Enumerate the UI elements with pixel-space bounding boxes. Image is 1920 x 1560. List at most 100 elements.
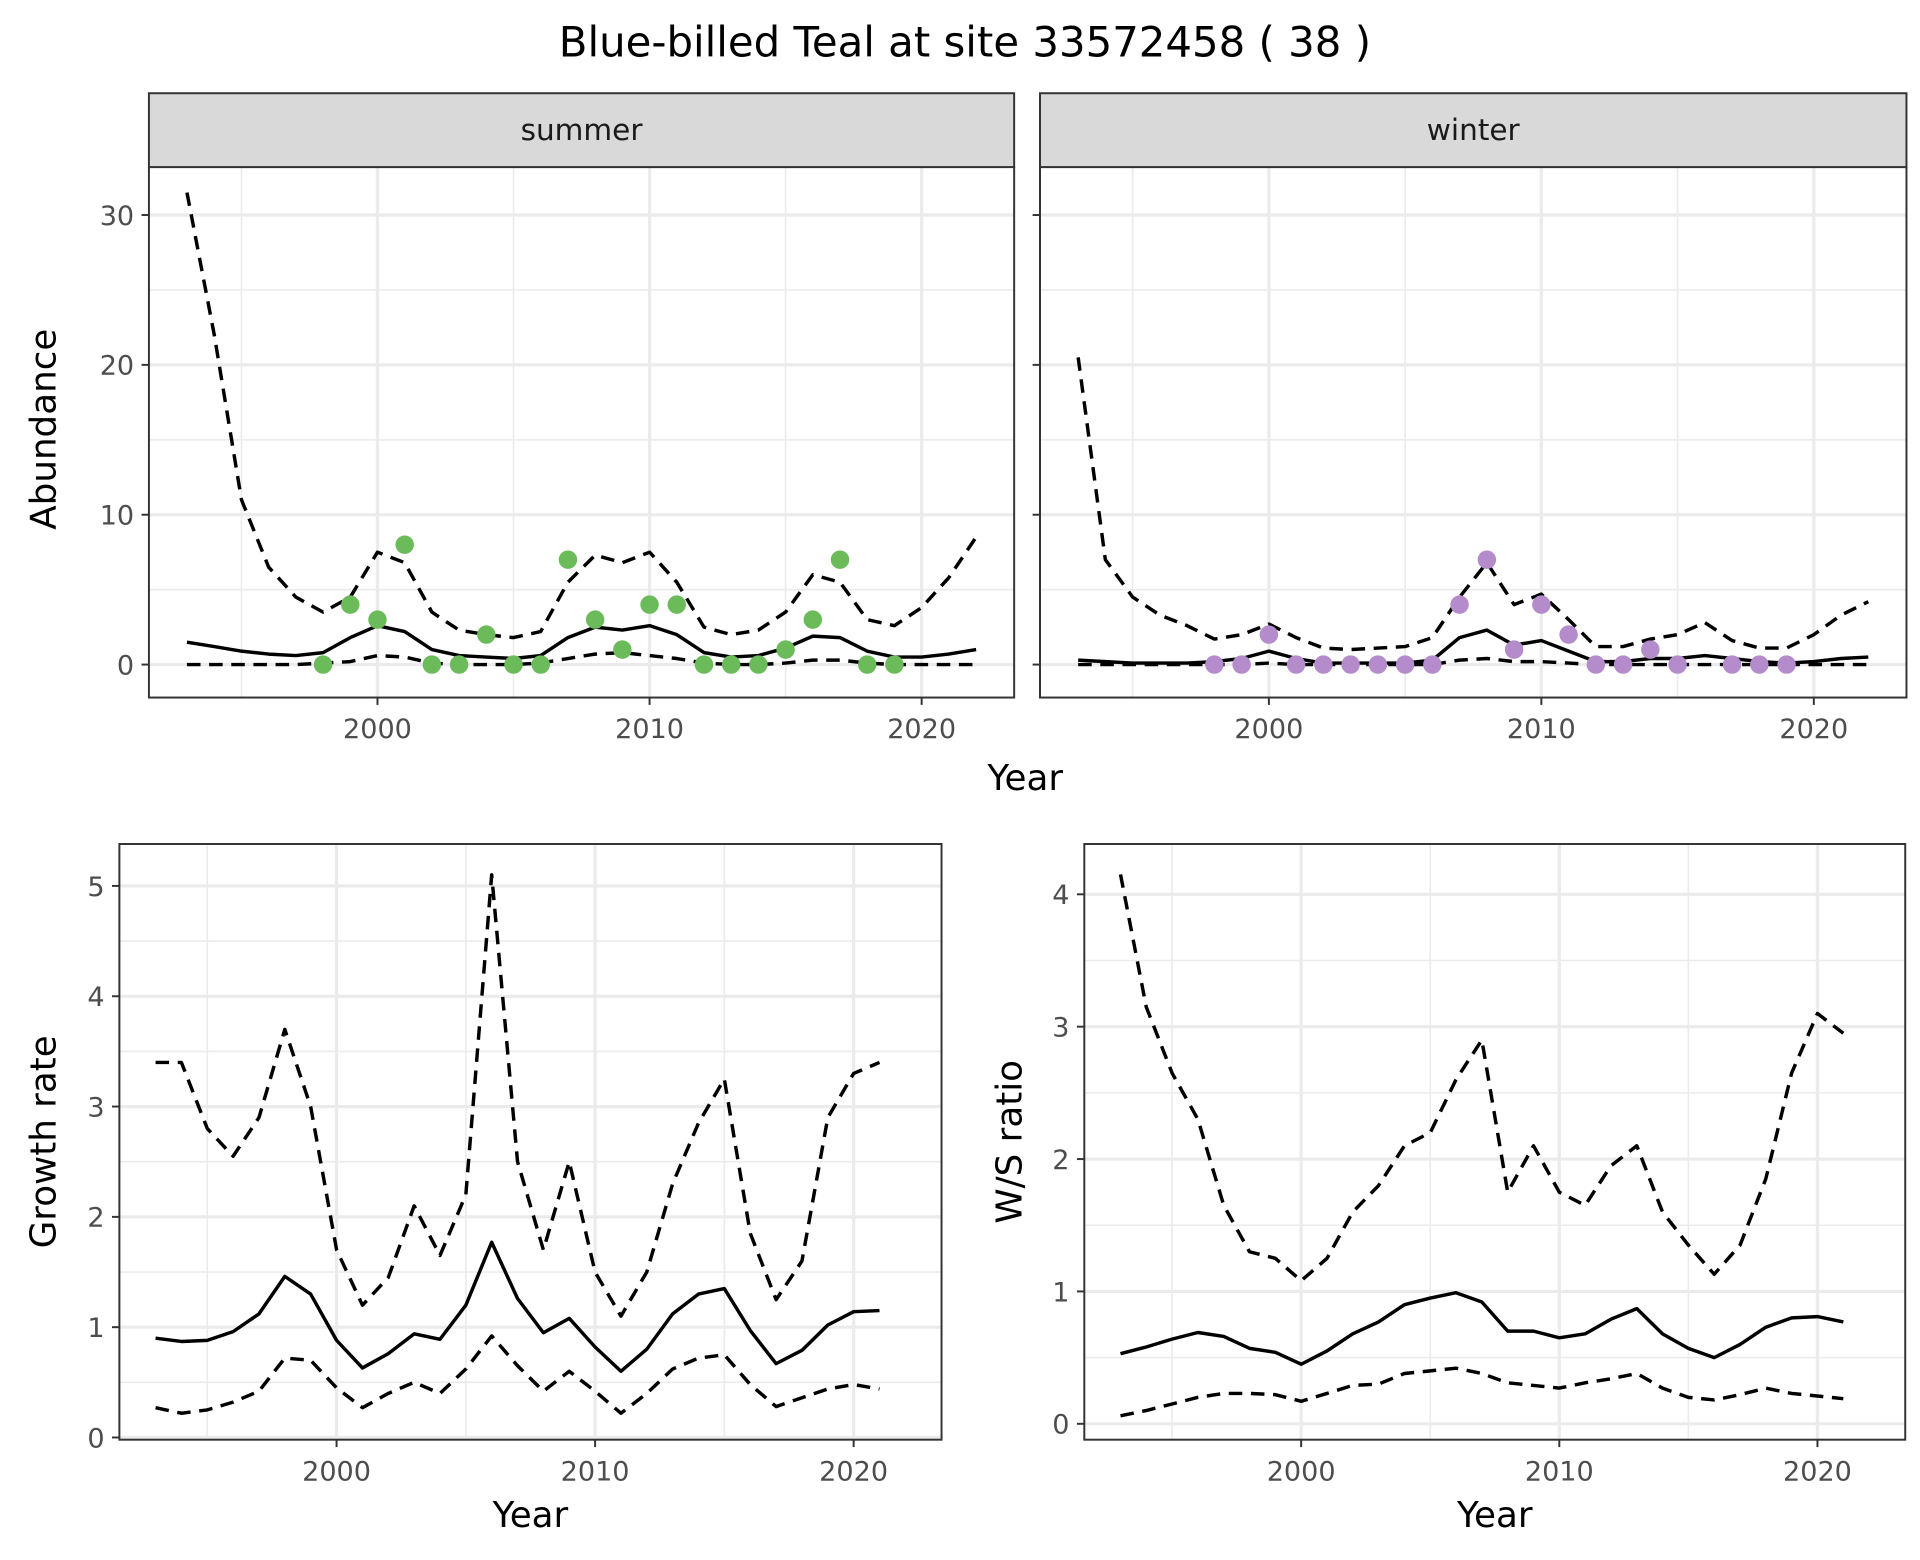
- observation-point: [558, 550, 578, 569]
- observation-point: [1314, 655, 1333, 674]
- observation-point: [1504, 640, 1524, 659]
- estimate-line: [186, 623, 977, 661]
- panel-growth-rate: 2000 2010 2020 0 1 2 3 4 5 Year Growth rate: [23, 843, 943, 1536]
- y-tick-label: 0: [1052, 1410, 1069, 1441]
- observation-point: [1286, 655, 1306, 674]
- observation-point: [830, 550, 850, 569]
- observation-point: [640, 595, 659, 614]
- observation-point: [1450, 595, 1469, 614]
- y-tick-label: 4: [87, 982, 104, 1013]
- plot-background: [1040, 167, 1907, 698]
- upper-bound-line: [1076, 357, 1870, 652]
- plot-background: [119, 844, 942, 1440]
- observation-point: [776, 640, 795, 659]
- observation-point: [422, 655, 442, 674]
- x-tick-label: 2010: [1525, 1456, 1594, 1487]
- observation-point: [1423, 655, 1442, 674]
- x-tick-label: 2000: [343, 714, 412, 745]
- facet-strip: [1039, 92, 1908, 169]
- y-tick-label: 1: [1052, 1277, 1069, 1308]
- observation-point: [721, 655, 741, 674]
- y-tick-label: 0: [87, 1423, 104, 1454]
- observation-point: [857, 655, 877, 674]
- observation-point: [531, 655, 550, 674]
- observation-point: [504, 655, 523, 674]
- observation-point: [1205, 655, 1224, 674]
- observation-point: [585, 610, 605, 629]
- y-axis-label: Growth rate: [23, 1035, 64, 1248]
- observation-point: [368, 610, 387, 629]
- lower-bound-line: [1120, 1366, 1844, 1418]
- observation-point: [1750, 655, 1769, 674]
- y-tick-label: 10: [100, 501, 134, 532]
- facet-strip: [147, 92, 1016, 169]
- y-tick-label: 1: [87, 1313, 104, 1344]
- x-axis-label: Year: [986, 758, 1063, 799]
- observation-point: [1722, 655, 1742, 674]
- observation-point: [749, 655, 768, 674]
- observation-point: [803, 610, 823, 629]
- upper-bound-line: [155, 873, 881, 1318]
- observation-point: [313, 655, 333, 674]
- figure-title: Blue-billed Teal at site 33572458 ( 38 ): [559, 17, 1371, 66]
- x-tick-label: 2020: [887, 714, 956, 745]
- x-tick-label: 2020: [1779, 714, 1848, 745]
- x-tick-label: 2000: [1267, 1456, 1336, 1487]
- plot-background: [148, 167, 1015, 698]
- x-axis-label: Year: [492, 1495, 569, 1536]
- observation-point: [341, 595, 360, 614]
- y-tick-label: 0: [117, 650, 134, 681]
- y-axis-label: W/S ratio: [990, 1060, 1031, 1224]
- plot-background: [1084, 844, 1906, 1440]
- observation-point: [1641, 640, 1660, 659]
- observation-point: [1232, 655, 1251, 674]
- upper-bound-line: [185, 192, 978, 640]
- panel-winter: winter 2000 2010 2020: [1032, 92, 1908, 745]
- panel-border: [1083, 843, 1907, 1441]
- facet-label: winter: [1427, 113, 1521, 147]
- x-axis-label: Year: [1456, 1495, 1533, 1536]
- x-tick-label: 2000: [302, 1456, 371, 1487]
- y-tick-label: 5: [87, 872, 104, 903]
- observation-point: [1668, 655, 1687, 674]
- y-tick-label: 2: [87, 1203, 104, 1234]
- observation-point: [613, 640, 632, 659]
- observation-point: [1477, 550, 1497, 569]
- observation-point: [1341, 655, 1360, 674]
- observation-point: [477, 625, 496, 644]
- x-tick-label: 2020: [819, 1456, 888, 1487]
- x-tick-label: 2010: [1507, 714, 1576, 745]
- estimate-line: [1120, 1291, 1844, 1366]
- estimate-line: [155, 1240, 880, 1373]
- observation-point: [1395, 655, 1415, 674]
- observation-point: [395, 535, 414, 554]
- observation-point: [1368, 655, 1388, 674]
- x-tick-label: 2000: [1234, 714, 1303, 745]
- x-tick-label: 2010: [561, 1456, 630, 1487]
- observation-point: [694, 655, 714, 674]
- observation-point: [1259, 625, 1279, 644]
- observation-point: [449, 655, 469, 674]
- y-tick-label: 30: [100, 201, 134, 232]
- upper-bound-line: [1118, 874, 1845, 1283]
- y-tick-label: 2: [1052, 1145, 1069, 1176]
- facet-label: summer: [521, 113, 644, 147]
- y-axis-label: Abundance: [23, 329, 64, 530]
- observation-point: [667, 595, 686, 614]
- y-tick-label: 20: [100, 351, 134, 382]
- observation-point: [1532, 595, 1551, 614]
- y-tick-label: 3: [87, 1092, 104, 1123]
- observation-point: [1613, 655, 1633, 674]
- observation-point: [1586, 655, 1606, 674]
- observation-point: [1559, 625, 1578, 644]
- x-tick-label: 2010: [615, 714, 684, 745]
- y-tick-label: 3: [1052, 1013, 1069, 1044]
- observation-point: [1777, 655, 1796, 674]
- observation-point: [885, 655, 904, 674]
- x-tick-label: 2020: [1783, 1456, 1852, 1487]
- lower-bound-line: [155, 1334, 880, 1415]
- panel-summer: summer 2000 2010 2020 0 10 20 30 Abundance: [23, 92, 1016, 745]
- panel-border: [118, 843, 943, 1441]
- y-tick-label: 4: [1052, 880, 1069, 911]
